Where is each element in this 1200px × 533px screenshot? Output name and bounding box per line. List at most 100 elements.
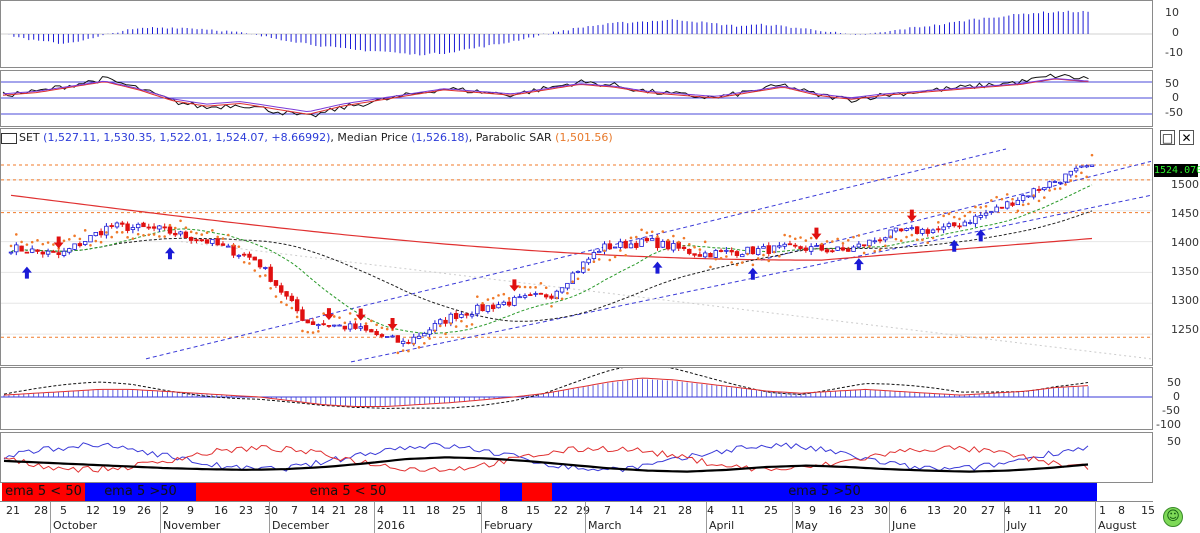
sar-dot xyxy=(36,239,39,242)
sar-dot xyxy=(465,325,469,328)
candle xyxy=(236,254,242,257)
candle xyxy=(920,228,925,234)
plus-di-line xyxy=(3,442,1089,473)
candle xyxy=(639,238,644,247)
candle xyxy=(649,238,655,241)
maximize-button[interactable]: □ xyxy=(1160,130,1175,145)
date-tick: 20 xyxy=(1054,504,1068,517)
sar-dot xyxy=(1074,174,1078,178)
sar-dot xyxy=(476,295,479,298)
candle xyxy=(1089,164,1095,167)
sar-dot xyxy=(958,217,961,221)
oscillator-panel-1[interactable] xyxy=(0,0,1153,68)
sar-dot xyxy=(656,235,659,238)
candle xyxy=(522,295,528,298)
close-button[interactable]: ✕ xyxy=(1179,130,1194,145)
candle xyxy=(98,230,104,236)
sar-dot xyxy=(852,235,855,239)
smiley-icon[interactable]: ☺ xyxy=(1163,507,1183,527)
sar-dot xyxy=(889,235,892,239)
sar-dot xyxy=(105,231,108,234)
candle xyxy=(114,222,120,228)
candle xyxy=(273,280,279,286)
sar-dot xyxy=(555,296,559,300)
candle xyxy=(379,334,385,337)
sar-dot xyxy=(756,257,760,260)
candle xyxy=(814,245,819,248)
price-panel[interactable] xyxy=(0,128,1153,366)
date-tick: 15 xyxy=(1141,504,1155,517)
candle xyxy=(660,240,665,248)
date-tick: 2 xyxy=(162,504,169,517)
candle xyxy=(957,225,962,228)
candle xyxy=(369,329,374,333)
month-label: 2016 xyxy=(377,519,405,532)
candle xyxy=(973,215,978,225)
sar-dot xyxy=(1069,179,1073,182)
sar-dot xyxy=(937,221,940,224)
signal-arrow xyxy=(811,227,822,240)
macd-axis: 50 0 -50 -100 xyxy=(1153,367,1200,431)
candle xyxy=(146,226,151,229)
sar-dot xyxy=(433,329,437,333)
signal-arrow xyxy=(652,261,663,274)
candle xyxy=(941,226,946,231)
candle xyxy=(893,227,899,232)
candle xyxy=(994,206,999,213)
candle xyxy=(1042,187,1047,191)
sar-dot xyxy=(910,233,914,237)
candle xyxy=(353,323,358,329)
candle xyxy=(19,245,24,252)
candle xyxy=(67,248,72,253)
ema-band: ema 5 < 50 xyxy=(196,483,500,501)
candle xyxy=(400,340,406,344)
sar-dot xyxy=(809,236,813,240)
macd-signal xyxy=(3,377,1089,407)
candle xyxy=(766,245,771,254)
candle xyxy=(215,238,220,246)
sar-dot xyxy=(703,240,707,244)
candle xyxy=(93,231,98,237)
sar-value: (1,501.56) xyxy=(555,131,613,144)
candle xyxy=(861,244,867,247)
candle xyxy=(793,244,798,247)
sar-dot xyxy=(634,235,638,239)
sar-dot xyxy=(979,206,983,209)
month-separator xyxy=(1004,502,1005,533)
date-tick: 21 xyxy=(6,504,20,517)
sar-dot xyxy=(1058,187,1062,190)
candle xyxy=(279,285,284,293)
candle xyxy=(740,254,745,258)
signal-arrow xyxy=(906,209,917,222)
candle xyxy=(883,237,888,241)
date-tick: 18 xyxy=(426,504,440,517)
macd-panel[interactable] xyxy=(0,367,1153,430)
candle xyxy=(1084,165,1089,168)
oscillator-panel-2[interactable] xyxy=(0,70,1153,127)
candle xyxy=(549,295,554,299)
candle xyxy=(819,244,824,251)
candle xyxy=(877,239,883,242)
candle xyxy=(459,313,464,318)
sar-dot xyxy=(730,261,733,264)
candle xyxy=(358,326,363,329)
candle xyxy=(1079,165,1084,168)
sar-dot xyxy=(778,254,781,258)
sar-dot xyxy=(14,233,18,236)
sar-dot xyxy=(926,241,930,244)
candle xyxy=(517,296,522,299)
sar-dot xyxy=(364,322,368,325)
candle xyxy=(565,282,570,289)
month-separator xyxy=(792,502,793,533)
signal-arrow xyxy=(21,266,32,279)
sar-dot xyxy=(502,292,506,296)
dmi-panel[interactable] xyxy=(0,432,1153,483)
sar-dot xyxy=(772,250,776,254)
candle xyxy=(326,325,332,327)
sar-dot xyxy=(571,280,574,283)
candle xyxy=(702,252,708,258)
axis-tick: 0 xyxy=(1172,26,1179,39)
candle xyxy=(263,267,268,269)
sar-dot xyxy=(454,325,458,328)
